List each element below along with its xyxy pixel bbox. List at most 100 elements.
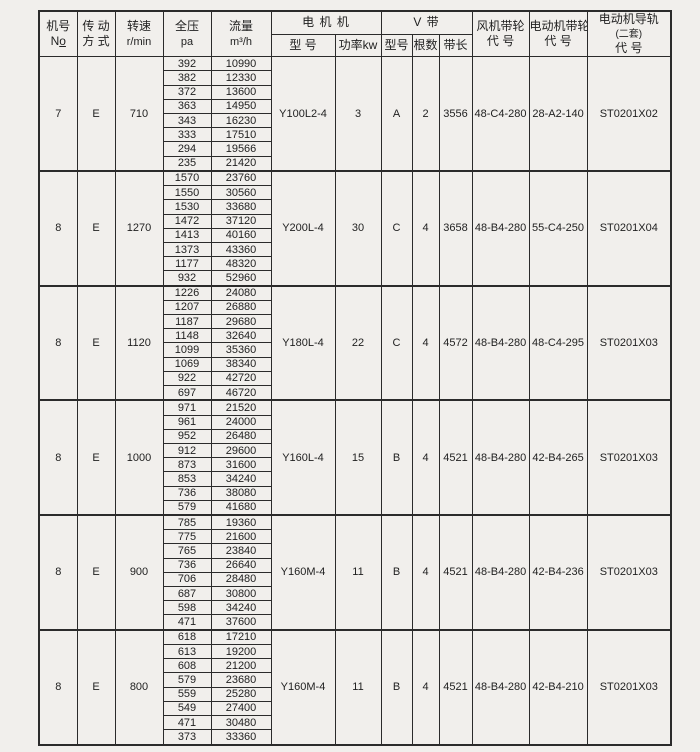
table-row: 1177 48320 <box>39 256 671 272</box>
belt-type-cell: A <box>380 56 413 172</box>
motor-model-cell: Y180L-4 <box>270 284 336 401</box>
pressure-cell: 559 <box>162 686 212 702</box>
table-row: 1148 32640 <box>39 328 671 344</box>
belt-type-cell: C <box>380 284 413 401</box>
pressure-cell: 873 <box>162 457 212 473</box>
pressure-label: 全压 <box>174 19 199 34</box>
fan-motor-spec-table: 机号 No 传 动 方 式 转速 r/min 全压 pa 流量 m³/h 电 机… <box>38 10 673 746</box>
table-row: 343 16230 <box>39 112 671 129</box>
pressure-cell: 932 <box>162 270 212 287</box>
pressure-cell: 922 <box>162 370 212 387</box>
flow-cell: 32640 <box>210 328 272 344</box>
fan-pulley-label: 风机带轮 <box>476 18 525 33</box>
drive-mode-label-line2: 方 式 <box>82 34 110 49</box>
flow-cell: 26880 <box>210 299 272 316</box>
flow-cell: 38340 <box>210 356 272 372</box>
group-header-motor: 电 机 机 <box>270 10 382 35</box>
flow-cell: 30480 <box>210 714 272 731</box>
flow-cell: 35360 <box>210 342 272 358</box>
table-header: 机号 No 传 动 方 式 转速 r/min 全压 pa 流量 m³/h 电 机… <box>38 10 672 58</box>
speed-cell: 800 <box>114 628 164 746</box>
pressure-cell: 785 <box>162 514 212 531</box>
pressure-cell: 235 <box>162 155 212 172</box>
belt-count-cell: 4 <box>411 514 440 631</box>
table-row: 294 19566 <box>39 141 671 157</box>
machine-no-cell: 8 <box>38 514 78 631</box>
column-header-flow: 流量 m³/h <box>210 10 272 58</box>
pressure-cell: 961 <box>162 414 212 430</box>
table-row: 1530 33680 <box>39 199 671 215</box>
motor-rail-code-cell: ST0201X03 <box>586 399 672 516</box>
pressure-cell: 372 <box>162 84 212 100</box>
belt-length-cell: 3556 <box>438 56 473 172</box>
motor-pulley-code-cell: 42-B4-265 <box>528 399 588 516</box>
motor-rail-code-cell: ST0201X03 <box>586 284 672 401</box>
motor-rail-code-cell: ST0201X04 <box>586 169 672 287</box>
motor-model-cell: Y100L2-4 <box>270 56 336 172</box>
motor-rail-label: 电动机导轨 <box>598 12 659 26</box>
pressure-unit: pa <box>180 35 194 48</box>
flow-cell: 21420 <box>210 155 272 172</box>
belt-type-cell: B <box>380 399 413 516</box>
group-header-vbelt: V 带 <box>380 10 473 35</box>
pressure-cell: 687 <box>162 586 212 602</box>
pressure-cell: 1099 <box>162 342 212 358</box>
speed-cell: 1270 <box>114 169 164 287</box>
subheader-motor-model: 型 号 <box>270 33 336 58</box>
drive-mode-cell: E <box>76 284 116 401</box>
belt-type-cell: B <box>380 514 413 631</box>
machine-no-label: 机号 <box>46 18 71 33</box>
table-row: 1413 40160 <box>39 227 671 243</box>
flow-cell: 19360 <box>210 514 272 531</box>
table-row: 706 28480 <box>39 571 671 588</box>
belt-type-cell: B <box>380 628 413 746</box>
flow-cell: 21200 <box>210 658 272 674</box>
table-row: 333 17510 <box>39 127 671 143</box>
motor-power-cell: 3 <box>334 56 382 172</box>
table-row: 775 21600 <box>39 529 671 545</box>
pressure-cell: 363 <box>162 98 212 115</box>
column-header-motor-rail: 电动机导轨 (二套) 代 号 <box>586 10 672 58</box>
motor-pulley-code-label: 代 号 <box>544 34 572 49</box>
belt-length-cell: 4572 <box>438 284 473 401</box>
flow-cell: 17510 <box>210 127 272 143</box>
flow-cell: 14950 <box>210 98 272 115</box>
pressure-cell: 333 <box>162 127 212 143</box>
motor-rail-code-cell: ST0201X03 <box>586 628 672 746</box>
fan-pulley-code-cell: 48-C4-280 <box>471 56 530 172</box>
motor-rail-code-label: 代 号 <box>615 40 643 55</box>
table-row: 8 E 1120 1226 24080 Y180L-4 22 C 4 4572 48-B4-280 4… <box>38 284 672 401</box>
motor-model-cell: Y160M-4 <box>270 628 336 746</box>
belt-count-cell: 4 <box>411 169 440 287</box>
speed-cell: 710 <box>114 56 164 172</box>
fan-pulley-code-label: 代 号 <box>486 34 515 49</box>
pressure-cell: 971 <box>162 399 212 416</box>
table-row: 1069 38340 <box>39 356 671 372</box>
column-header-machine-no: 机号 No <box>38 10 78 58</box>
flow-cell: 37120 <box>210 213 272 229</box>
motor-power-cell: 30 <box>334 169 382 287</box>
flow-cell: 29600 <box>210 442 272 459</box>
flow-cell: 19200 <box>210 643 272 660</box>
pressure-cell: 373 <box>162 729 212 746</box>
pressure-cell: 1177 <box>162 256 212 272</box>
table-row: 873 31600 <box>39 457 671 473</box>
drive-mode-label-line1: 传 动 <box>82 18 110 33</box>
flow-cell: 26640 <box>210 557 272 573</box>
pressure-cell: 912 <box>162 442 212 459</box>
flow-cell: 31600 <box>210 457 272 473</box>
table-row: 8 E 900 785 19360 Y160M-4 11 B 4 4521 48-B4-280 42-… <box>38 514 672 631</box>
flow-cell: 30560 <box>210 185 272 201</box>
pressure-cell: 392 <box>162 56 212 72</box>
flow-cell: 25280 <box>210 686 272 702</box>
pressure-cell: 471 <box>162 714 212 731</box>
fan-pulley-code-cell: 48-B4-280 <box>471 284 530 401</box>
fan-pulley-code-cell: 48-B4-280 <box>471 628 530 746</box>
machine-no-cell: 7 <box>38 56 78 172</box>
flow-cell: 27400 <box>210 700 272 717</box>
table-row: 373 33360 <box>39 729 671 746</box>
machine-no-cell: 8 <box>38 628 78 746</box>
motor-power-cell: 15 <box>334 399 382 516</box>
speed-unit: r/min <box>126 35 152 48</box>
motor-pulley-code-cell: 42-B4-236 <box>528 514 588 631</box>
